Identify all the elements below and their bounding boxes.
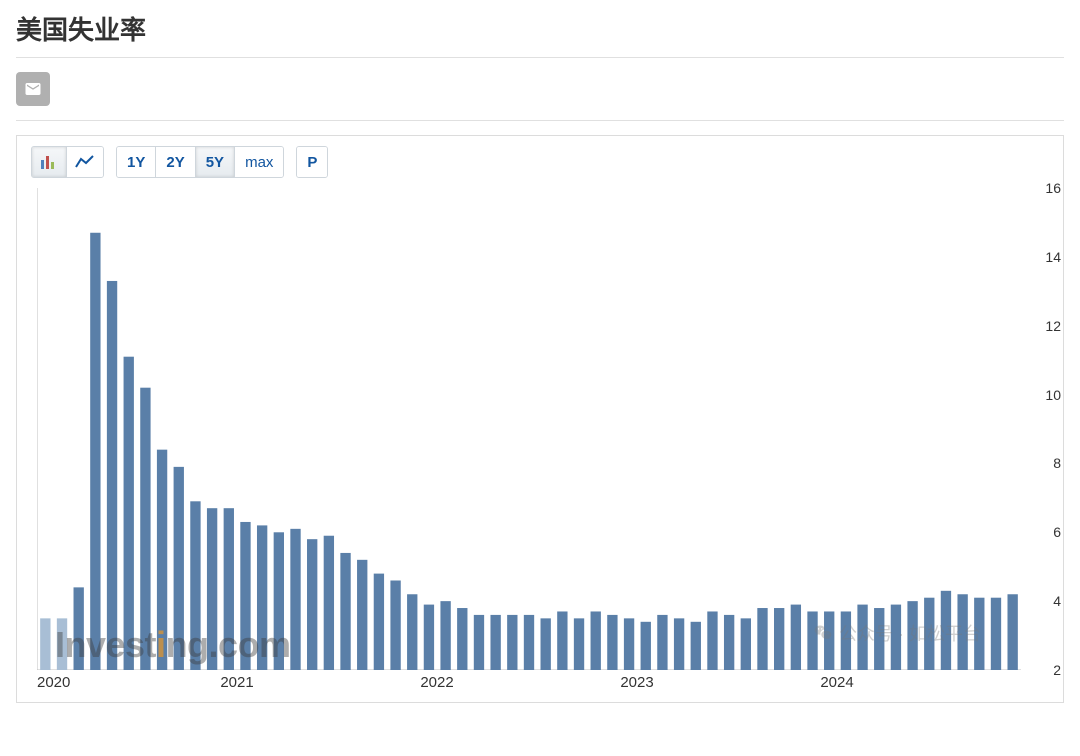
x-tick-label: 2020 (37, 674, 70, 691)
subscribe-mail-button[interactable] (16, 72, 50, 106)
bar[interactable] (124, 357, 134, 670)
bar[interactable] (374, 574, 384, 670)
bar[interactable] (490, 615, 500, 670)
bar[interactable] (657, 615, 667, 670)
time-range-group: 1Y2Y5Ymax (116, 146, 284, 178)
bar[interactable] (691, 622, 701, 670)
bar[interactable] (324, 536, 334, 670)
x-tick-label: 2024 (820, 674, 853, 691)
bar-chart-btn[interactable] (32, 147, 66, 177)
bar[interactable] (457, 608, 467, 670)
bar[interactable] (474, 615, 484, 670)
page-title: 美国失业率 (16, 10, 1064, 47)
bar[interactable] (224, 508, 234, 670)
bar[interactable] (1007, 594, 1017, 670)
bar[interactable] (424, 605, 434, 670)
bar[interactable] (207, 508, 217, 670)
line-chart-btn[interactable] (66, 147, 103, 177)
bar[interactable] (874, 608, 884, 670)
y-tick-label: 16 (1045, 180, 1061, 196)
bar[interactable] (440, 601, 450, 670)
print-button[interactable]: P (297, 147, 327, 177)
range-1y-button[interactable]: 1Y (117, 147, 155, 177)
bar[interactable] (357, 560, 367, 670)
x-tick-label: 2022 (420, 674, 453, 691)
range-max-button[interactable]: max (234, 147, 283, 177)
bar[interactable] (674, 618, 684, 670)
bar-chart-icon (40, 154, 58, 170)
x-tick-label: 2023 (620, 674, 653, 691)
bar[interactable] (591, 611, 601, 670)
x-axis-ticks: 2020 2021 2022 2023 2024 (37, 674, 1021, 694)
range-2y-button[interactable]: 2Y (155, 147, 194, 177)
y-tick-label: 2 (1053, 662, 1061, 678)
extra-button-group: P (296, 146, 328, 178)
y-tick-label: 14 (1045, 249, 1061, 265)
bar[interactable] (991, 598, 1001, 670)
bar[interactable] (807, 611, 817, 670)
divider (16, 57, 1064, 58)
bar[interactable] (824, 611, 834, 670)
bar[interactable] (791, 605, 801, 670)
bar[interactable] (974, 598, 984, 670)
bar[interactable] (107, 281, 117, 670)
y-tick-label: 8 (1053, 455, 1061, 471)
bar[interactable] (707, 611, 717, 670)
chart-panel: 1Y2Y5Ymax P 246810121416 202020212022202… (16, 135, 1064, 703)
bar[interactable] (390, 580, 400, 670)
chart-type-group (31, 146, 104, 178)
bar[interactable] (641, 622, 651, 670)
bar[interactable] (541, 618, 551, 670)
bar[interactable] (757, 608, 767, 670)
bar[interactable] (841, 611, 851, 670)
x-tick-label: 2021 (220, 674, 253, 691)
divider (16, 120, 1064, 121)
bar[interactable] (924, 598, 934, 670)
bar[interactable] (190, 501, 200, 670)
line-chart-icon (75, 154, 95, 170)
bar[interactable] (957, 594, 967, 670)
chart-toolbar: 1Y2Y5Ymax P (31, 146, 328, 178)
bar[interactable] (90, 233, 100, 670)
bar[interactable] (574, 618, 584, 670)
bar[interactable] (157, 450, 167, 670)
bar[interactable] (307, 539, 317, 670)
bar[interactable] (774, 608, 784, 670)
bar[interactable] (174, 467, 184, 670)
bar[interactable] (624, 618, 634, 670)
bar[interactable] (524, 615, 534, 670)
bar[interactable] (941, 591, 951, 670)
bars (37, 188, 1021, 670)
bar[interactable] (607, 615, 617, 670)
bar[interactable] (57, 618, 67, 670)
bar[interactable] (741, 618, 751, 670)
bar[interactable] (407, 594, 417, 670)
bar[interactable] (290, 529, 300, 670)
y-tick-label: 6 (1053, 524, 1061, 540)
range-5y-button[interactable]: 5Y (195, 147, 234, 177)
bar[interactable] (891, 605, 901, 670)
bar[interactable] (907, 601, 917, 670)
y-tick-label: 4 (1053, 593, 1061, 609)
bar[interactable] (240, 522, 250, 670)
bar[interactable] (257, 525, 267, 670)
bar[interactable] (340, 553, 350, 670)
bar[interactable] (40, 618, 50, 670)
plot-area: 246810121416 20202021202220232024 Invest… (37, 188, 1021, 670)
bar[interactable] (274, 532, 284, 670)
bar[interactable] (557, 611, 567, 670)
mail-icon (24, 80, 42, 98)
bar[interactable] (724, 615, 734, 670)
bar[interactable] (74, 587, 84, 670)
y-tick-label: 12 (1045, 318, 1061, 334)
bar[interactable] (507, 615, 517, 670)
bar[interactable] (857, 605, 867, 670)
y-tick-label: 10 (1045, 387, 1061, 403)
bar[interactable] (140, 388, 150, 670)
